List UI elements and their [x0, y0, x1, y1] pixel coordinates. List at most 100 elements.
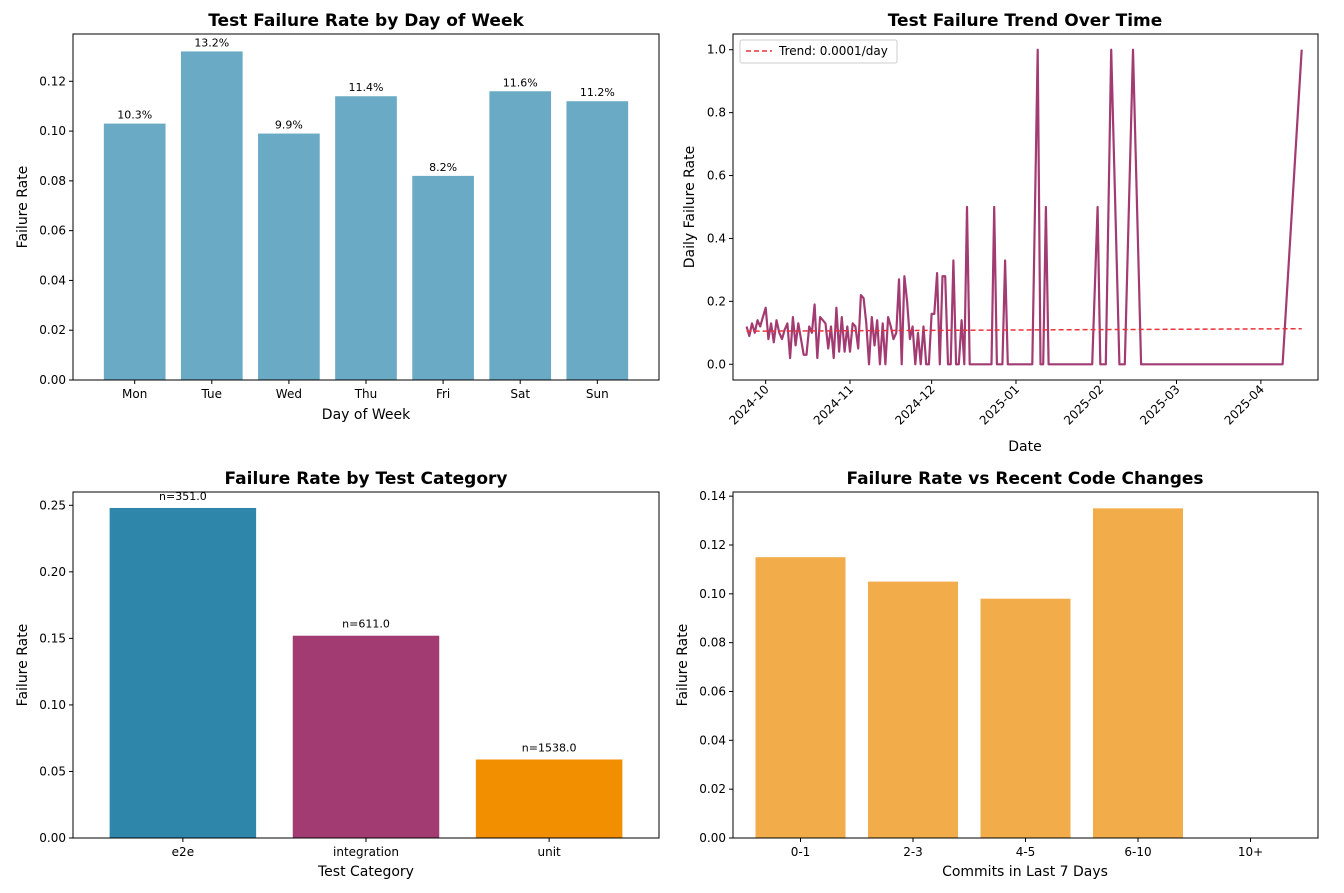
y-tick-label: 0.02 [699, 782, 726, 796]
plot-area: 2024-10 2024-11 2024-12 2025-01 2025-02 2025-… [707, 43, 1303, 428]
y-tick-label: 0.12 [39, 74, 66, 88]
bar [980, 598, 1071, 838]
bar [103, 123, 166, 380]
panel-category: Failure Rate by Test Category Test Categ… [15, 469, 660, 880]
x-tick-label: 0-1 [791, 845, 811, 859]
y-axis-label: Daily Failure Rate [682, 146, 698, 269]
y-tick-label: 0.08 [699, 636, 726, 650]
panel-title: Test Failure Trend Over Time [888, 11, 1163, 31]
bar [292, 635, 440, 838]
bar-data-label: n=611.0 [342, 618, 390, 631]
y-axis-label: Failure Rate [675, 624, 691, 707]
y-axis-label: Failure Rate [15, 166, 31, 249]
x-tick-label: 2-3 [903, 845, 923, 859]
bar-data-label: 11.6% [503, 76, 538, 89]
y-tick-label: 0.8 [707, 106, 726, 120]
panel-title: Test Failure Rate by Day of Week [208, 11, 524, 31]
bar-data-label: 13.2% [194, 36, 229, 49]
x-tick-label: Thu [354, 387, 378, 401]
y-tick-label: 0.4 [707, 231, 726, 245]
y-tick-label: 0.04 [699, 733, 726, 747]
x-tick-label: Wed [276, 387, 302, 401]
x-tick-label: 6-10 [1124, 845, 1151, 859]
y-tick-label: 0.20 [39, 565, 66, 579]
bar-data-label: 11.2% [580, 86, 615, 99]
bar [489, 91, 552, 380]
y-tick-label: 0.06 [39, 224, 66, 238]
x-tick-label: 10+ [1238, 845, 1263, 859]
x-axis-label: Day of Week [322, 407, 411, 423]
bar [335, 96, 397, 380]
panel-day-of-week: Test Failure Rate by Day of Week Day of … [15, 11, 660, 423]
y-tick-label: 0.10 [39, 124, 66, 138]
x-axis-label: Test Category [317, 864, 414, 880]
bar [475, 759, 623, 838]
panel-title: Failure Rate vs Recent Code Changes [846, 469, 1203, 489]
x-tick-label: 2024-12 [892, 382, 937, 427]
y-tick-label: 0.2 [707, 294, 726, 308]
y-tick-label: 0.6 [707, 169, 726, 183]
y-tick-label: 0.25 [39, 498, 66, 512]
x-tick-label: Mon [122, 387, 147, 401]
x-tick-label: Fri [436, 387, 450, 401]
y-tick-label: 0.06 [699, 684, 726, 698]
y-tick-label: 0.04 [39, 273, 66, 287]
axes-frame [72, 491, 660, 839]
plot-area: 0-1 2-3 4-5 6-10 10+ 0.00 0.02 0.04 0.06 0.08 0.10… [699, 489, 1263, 859]
bar [868, 581, 958, 838]
x-tick-label: 2025-02 [1061, 382, 1106, 427]
y-tick-label: 0.10 [39, 698, 66, 712]
y-tick-label: 0.00 [39, 373, 66, 387]
plot-area: n=351.0 e2e n=611.0 integration n=1538.0 unit… [39, 490, 623, 859]
x-axis-label: Commits in Last 7 Days [942, 864, 1108, 880]
y-tick-label: 0.05 [39, 764, 66, 778]
legend-box [739, 39, 898, 64]
x-axis-label: Date [1008, 439, 1041, 455]
y-tick-label: 0.08 [39, 174, 66, 188]
panel-trend: Test Failure Trend Over Time Date Daily … [682, 11, 1319, 455]
axes-frame [732, 491, 1319, 839]
x-tick-label: 2025-01 [977, 382, 1022, 427]
panel-title: Failure Rate by Test Category [225, 469, 508, 489]
legend: Trend: 0.0001/day [739, 39, 898, 64]
bar [755, 557, 846, 838]
legend-label-trend: Trend: 0.0001/day [778, 44, 888, 58]
panel-commits: Failure Rate vs Recent Code Changes Comm… [675, 469, 1319, 880]
y-tick-label: 1.0 [707, 43, 726, 57]
x-tick-label: Sat [510, 387, 530, 401]
series-line [745, 48, 1303, 366]
x-tick-label: 2025-04 [1222, 382, 1267, 427]
y-tick-label: 0.0 [707, 357, 726, 371]
bar [180, 51, 243, 380]
bar [1093, 508, 1183, 838]
bar-data-label: n=351.0 [159, 490, 207, 503]
x-tick-label: Tue [201, 387, 223, 401]
y-tick-label: 0.15 [39, 631, 66, 645]
axes-frame [732, 33, 1319, 381]
bar [566, 101, 629, 381]
x-tick-label: 2024-10 [726, 382, 771, 427]
y-axis-label: Failure Rate [15, 624, 31, 707]
x-tick-label: integration [333, 845, 399, 859]
y-tick-label: 0.00 [699, 831, 726, 845]
x-tick-label: 4-5 [1016, 845, 1036, 859]
bar [109, 507, 257, 838]
bar-data-label: 10.3% [117, 109, 152, 122]
bar-data-label: 11.4% [349, 81, 384, 94]
bar [258, 133, 320, 380]
x-tick-label: unit [538, 845, 562, 859]
y-tick-label: 0.14 [699, 489, 726, 503]
y-tick-label: 0.02 [39, 323, 66, 337]
x-tick-label: 2025-03 [1137, 382, 1182, 427]
bar-data-label: 9.9% [275, 119, 303, 132]
y-tick-label: 0.10 [699, 587, 726, 601]
x-tick-label: e2e [172, 845, 194, 859]
bar-data-label: n=1538.0 [522, 741, 577, 754]
x-tick-label: Sun [586, 387, 609, 401]
axes-frame [72, 33, 660, 381]
y-tick-label: 0.12 [699, 538, 726, 552]
y-tick-label: 0.00 [39, 831, 66, 845]
bar [412, 175, 474, 380]
plot-area: 10.3% Mon 13.2% Tue 9.9% Wed 11.4% Thu 8.2% Fri 11… [39, 36, 629, 401]
